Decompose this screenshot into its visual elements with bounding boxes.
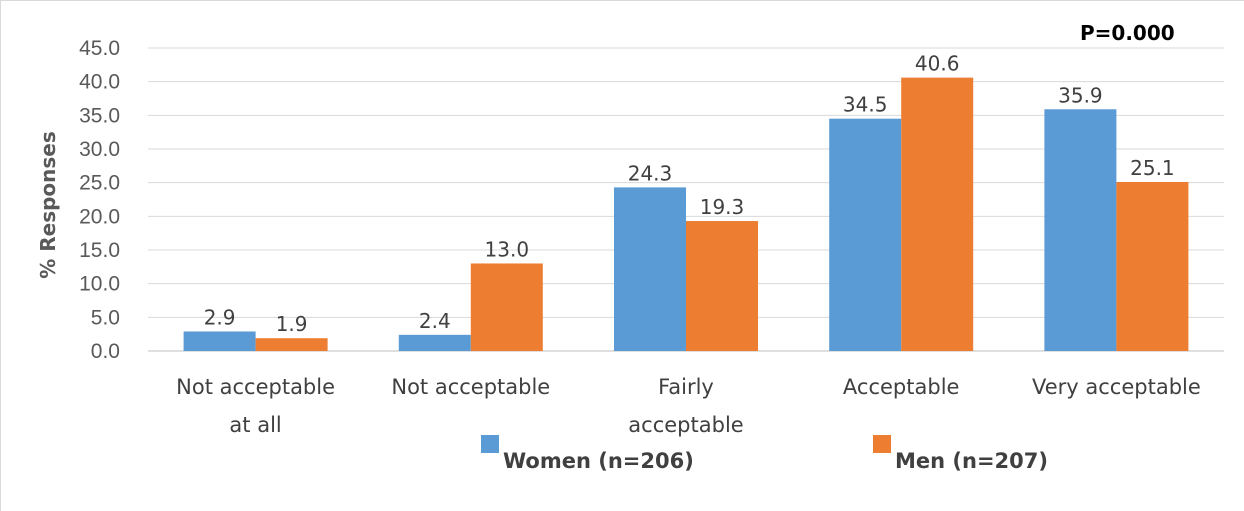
bars <box>183 77 1189 352</box>
bar-men <box>255 338 328 351</box>
y-tick-label: 10.0 <box>79 273 120 296</box>
y-tick-labels: 0.0 5.0 10.0 15.0 20.0 25.0 30.0 35.0 40.0 45.0 <box>79 37 120 363</box>
y-axis-label: % Responses <box>36 131 60 279</box>
data-label: 34.5 <box>843 93 888 117</box>
y-tick-label: 40.0 <box>79 71 120 94</box>
data-label: 13.0 <box>485 237 530 261</box>
y-tick-label: 30.0 <box>79 138 120 161</box>
y-tick-label: 20.0 <box>79 205 120 228</box>
data-label: 40.6 <box>915 52 960 76</box>
legend-swatch <box>481 435 499 453</box>
category-label: acceptable <box>628 413 743 437</box>
bar-women <box>829 118 902 351</box>
bar-men <box>1116 181 1189 351</box>
data-label: 35.9 <box>1058 83 1103 107</box>
category-label: Not acceptable <box>391 375 550 399</box>
bar-women <box>183 331 256 351</box>
data-labels: 2.9 2.4 24.3 34.5 35.9 1.9 13.0 19.3 40.6 25.1 <box>204 52 1175 337</box>
legend-label: Men (n=207) <box>895 449 1048 473</box>
bar-men <box>901 77 974 352</box>
legend-label: Women (n=206) <box>503 449 694 473</box>
y-tick-label: 5.0 <box>91 306 120 329</box>
category-label: Fairly <box>658 375 714 399</box>
y-tick-label: 35.0 <box>79 104 120 127</box>
category-labels: Not acceptable at all Not acceptable Fairly… <box>176 375 1201 437</box>
bar-women <box>614 187 686 351</box>
legend-swatch <box>873 435 891 453</box>
y-tick-label: 45.0 <box>79 37 120 60</box>
category-label: Not acceptable <box>176 375 335 399</box>
data-label: 2.9 <box>204 305 236 329</box>
bar-men <box>470 263 543 351</box>
data-label: 1.9 <box>276 312 308 336</box>
data-label: 19.3 <box>700 195 745 219</box>
bar-women <box>398 334 471 351</box>
bar-men <box>686 221 758 351</box>
legend: Women (n=206) Men (n=207) <box>481 435 1048 473</box>
category-label: Very acceptable <box>1032 375 1201 399</box>
y-tick-label: 25.0 <box>79 172 120 195</box>
category-label: Acceptable <box>843 375 960 399</box>
y-tick-label: 15.0 <box>79 239 120 262</box>
category-label: at all <box>229 413 281 437</box>
data-label: 25.1 <box>1130 156 1175 180</box>
data-label: 2.4 <box>419 309 451 333</box>
data-label: 24.3 <box>628 161 673 185</box>
bar-women <box>1044 109 1117 351</box>
p-value-annotation: P=0.000 <box>1080 21 1175 45</box>
y-tick-label: 0.0 <box>91 340 120 363</box>
